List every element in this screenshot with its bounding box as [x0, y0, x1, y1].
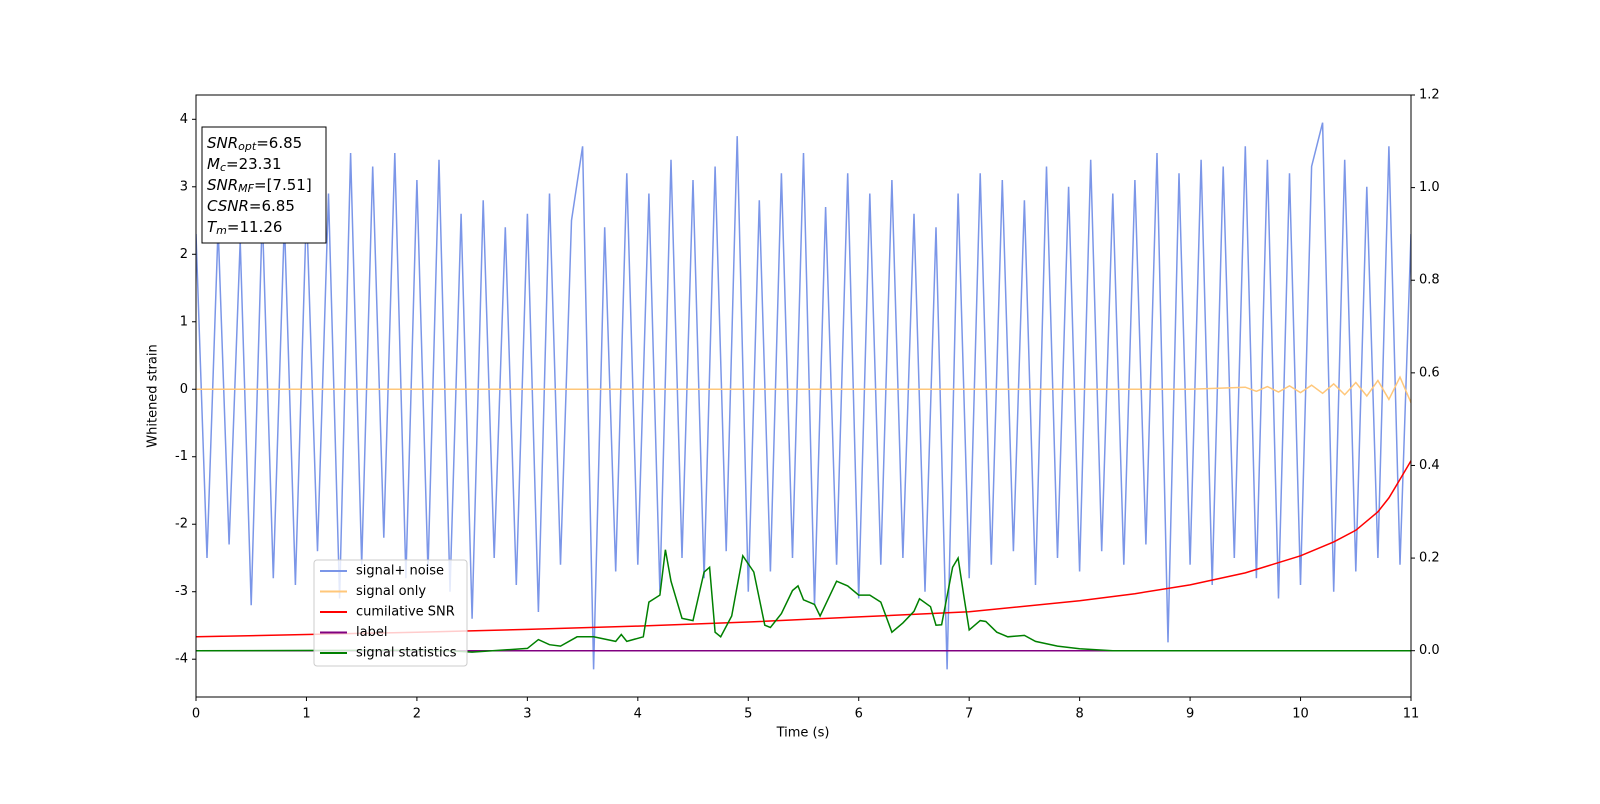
x-tick-label: 2 [413, 707, 421, 722]
legend-label: label [356, 625, 387, 640]
annotation-text: Mc=23.31 [207, 155, 282, 175]
series-line [196, 549, 1411, 653]
annotation-frame [201, 126, 327, 244]
annotation-value: =[7.51] [254, 176, 312, 194]
annotation-value: =23.31 [226, 155, 282, 173]
y-tick-label: -2 [175, 517, 188, 532]
annotation-symbol: SNR [207, 176, 238, 194]
legend-frame [313, 559, 468, 667]
y-tick-label: -1 [175, 449, 188, 464]
x-tick-label: 1 [302, 707, 310, 722]
series-line [196, 375, 1411, 403]
y2-tick-label: 1.2 [1419, 88, 1440, 103]
y2-tick-label: 0.2 [1419, 551, 1440, 566]
annotation-subscript: opt [238, 140, 257, 153]
annotation-text: SNRopt=6.85 [207, 134, 302, 154]
y2-tick-label: 0.6 [1419, 365, 1440, 380]
x-tick-label: 7 [965, 707, 973, 722]
annotation-value: =6.85 [256, 134, 302, 152]
y2-tick-label: 1.0 [1419, 180, 1440, 195]
x-tick-label: 3 [523, 707, 531, 722]
annotation-symbol: CSNR [207, 197, 249, 215]
annotation-symbol: M [207, 155, 220, 173]
y2-tick-label: 0.0 [1419, 643, 1440, 658]
annotation-subscript: m [216, 224, 227, 237]
y-tick-label: -3 [175, 584, 188, 599]
y-tick-label: 0 [180, 382, 188, 397]
annotation-text: Tm=11.26 [207, 218, 282, 238]
annotation-text: SNRMF=[7.51] [207, 176, 312, 196]
y-tick-label: 2 [180, 247, 188, 262]
x-tick-label: 5 [744, 707, 752, 722]
x-tick-label: 0 [192, 707, 200, 722]
y-tick-label: 3 [180, 179, 188, 194]
annotation-symbol: SNR [207, 134, 238, 152]
legend-label: signal only [356, 584, 426, 599]
x-tick-label: 10 [1292, 707, 1309, 722]
annotation-subscript: c [220, 161, 226, 174]
annotation-value: =11.26 [227, 218, 283, 236]
annotation-symbol: T [207, 218, 218, 236]
annotation-value: =6.85 [249, 197, 295, 215]
y2-tick-label: 0.8 [1419, 273, 1440, 288]
annotation-box: SNRopt=6.85Mc=23.31SNRMF=[7.51]CSNR=6.85… [201, 126, 327, 244]
x-axis-label: Time (s) [776, 726, 830, 741]
legend-label: signal+ noise [356, 564, 444, 579]
x-tick-label: 9 [1186, 707, 1194, 722]
legend-label: cumilative SNR [356, 605, 455, 620]
legend-label: signal statistics [356, 646, 457, 661]
y-tick-label: 4 [180, 112, 188, 127]
x-tick-label: 6 [855, 707, 863, 722]
y2-tick-label: 0.4 [1419, 458, 1440, 473]
x-tick-label: 8 [1075, 707, 1083, 722]
series-line [196, 460, 1411, 638]
x-tick-label: 4 [634, 707, 642, 722]
x-tick-label: 11 [1403, 707, 1420, 722]
legend: signal+ noise signal only cumilative SNR la… [313, 559, 468, 667]
plot-frame [195, 94, 1412, 698]
annotation-subscript: MF [238, 182, 254, 195]
series-line [196, 122, 1411, 670]
y-axis-label: Whitened strain [146, 344, 161, 447]
annotation-text: CSNR=6.85 [207, 197, 295, 215]
y-tick-label: 1 [180, 314, 188, 329]
y-tick-label: -4 [175, 652, 188, 667]
